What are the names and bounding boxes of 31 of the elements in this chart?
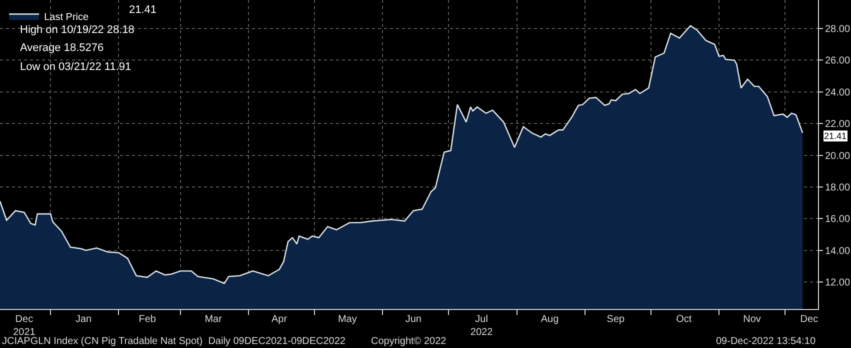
annotation: Low on 03/21/22 11.91 — [20, 61, 132, 73]
x-tick-label: Dec — [800, 314, 818, 325]
x-tick-label: Aug — [540, 314, 559, 325]
text: JCIAPGLN Index (CN Pig Tradable Nat Spot) Daily 09DEC2021-09DEC2022 — [2, 336, 346, 347]
x-tick-label: Nov — [743, 314, 761, 325]
legend-label: Last Price — [44, 12, 89, 23]
y-tick-label: 22.00 — [825, 119, 850, 130]
text: Copyright© 2022 — [371, 336, 447, 347]
x-tick-label: May — [338, 314, 357, 325]
y-tick-label: 14.00 — [825, 246, 850, 257]
y-tick-label: 20.00 — [825, 150, 850, 162]
annotation: 21.41 — [129, 4, 157, 16]
y-tick-label: 26.00 — [825, 56, 850, 67]
x-tick-label: Mar — [204, 314, 223, 325]
y-tick-label: 18.00 — [825, 182, 850, 194]
annotation: 21.41 — [824, 131, 847, 141]
x-tick-label: Oct — [676, 314, 692, 325]
x-tick-label: Jul 2022 — [470, 314, 494, 338]
x-tick-label: Sep — [606, 314, 626, 325]
y-tick-label: 28.00 — [825, 24, 850, 36]
annotation: Average 18.5276 — [20, 42, 104, 54]
x-tick-label: Apr — [271, 314, 288, 325]
y-tick-label: 16.00 — [825, 214, 850, 226]
x-tick-label: Feb — [138, 314, 156, 325]
text: 09-Dec-2022 13:54:10 — [716, 336, 816, 347]
annotation: High on 10/19/22 28.18 — [20, 24, 134, 36]
x-tick-label: Jun — [405, 314, 422, 325]
y-tick-label: 12.00 — [825, 278, 850, 289]
x-tick-label: Jan — [75, 314, 92, 325]
y-tick-label: 24.00 — [825, 87, 850, 98]
x-tick-label: Dec 2021 — [13, 314, 36, 338]
